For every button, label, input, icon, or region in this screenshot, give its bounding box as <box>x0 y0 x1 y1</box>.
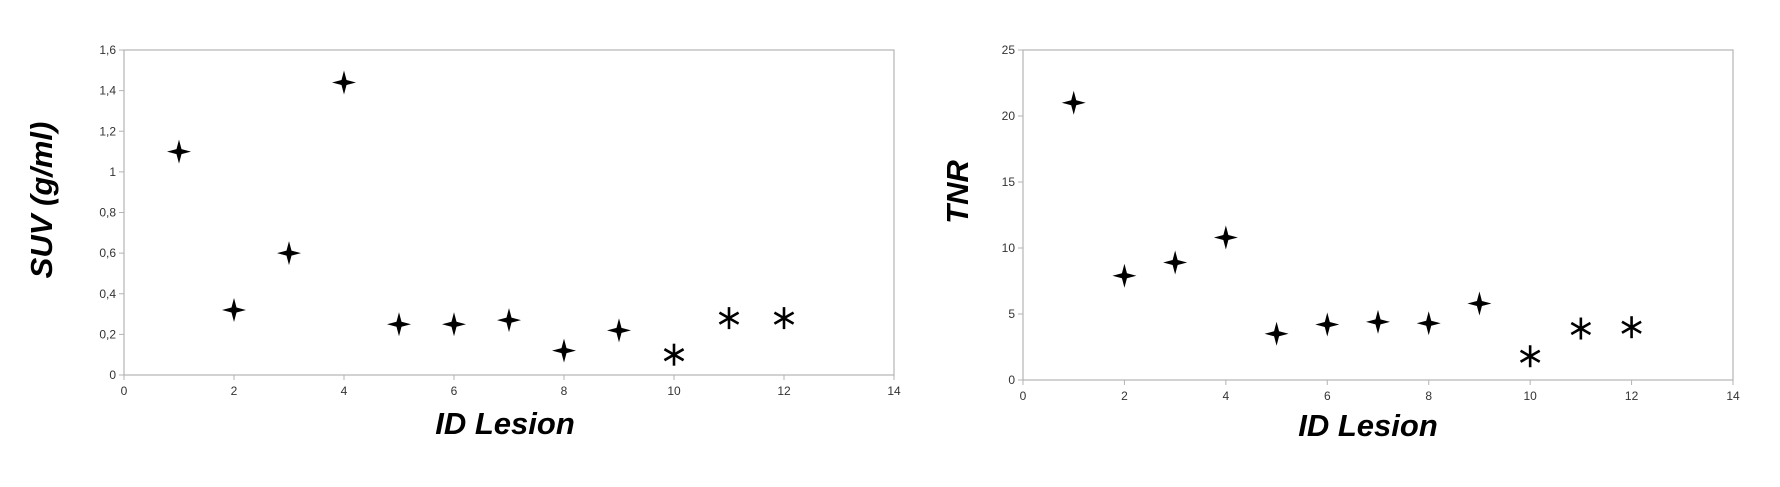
plot-area-frame <box>1022 49 1734 381</box>
data-point-star <box>1467 291 1492 316</box>
y-tick-label: 1,4 <box>99 84 116 98</box>
data-point-star <box>222 298 246 322</box>
data-point-star <box>1061 90 1086 115</box>
data-point-star <box>277 241 301 266</box>
x-tick-label: 14 <box>887 384 901 398</box>
data-point-star <box>1112 263 1137 288</box>
chart-2: 0 5 10 15 20 25 0 2 4 6 8 10 12 14 ID Lesion TNR <box>940 43 1740 443</box>
x-tick-label: 8 <box>1425 389 1432 403</box>
data-point-star <box>1264 321 1289 346</box>
x-tick-label: 14 <box>1726 389 1740 403</box>
data-point-star <box>607 318 631 343</box>
x-tick-label: 6 <box>451 384 458 398</box>
y-tick-label: 0,4 <box>99 287 116 301</box>
y-axis-title: TNR <box>940 160 975 224</box>
y-tick-label: 0 <box>109 368 116 382</box>
data-point-asterisk <box>1519 345 1541 368</box>
y-tick-label: 1,2 <box>99 124 116 138</box>
chart-1: 0 0,2 0,4 0,6 0,8 1 1,2 1,4 1,6 0 2 4 6 8 10 12 14 ID Les… <box>24 43 901 441</box>
x-tick-label: 2 <box>231 384 238 398</box>
data-point-star <box>387 312 411 337</box>
y-tick-label: 10 <box>1002 241 1016 255</box>
x-tick-label: 12 <box>777 384 791 398</box>
data-point-asterisk <box>1570 317 1592 340</box>
data-point-star <box>1213 225 1238 250</box>
y-tick-label: 0,2 <box>99 327 116 341</box>
x-tick-label: 0 <box>121 384 128 398</box>
data-point-star <box>552 338 576 363</box>
data-point-star <box>1366 309 1390 334</box>
x-tick-label: 12 <box>1625 389 1639 403</box>
y-axis-title: SUV (g/ml) <box>24 122 59 279</box>
data-point-asterisk <box>718 307 740 330</box>
x-tick-label: 6 <box>1324 389 1331 403</box>
data-point-asterisk <box>773 307 795 330</box>
data-point-star <box>332 70 356 95</box>
data-point-star <box>1416 311 1441 336</box>
y-tick-label: 1 <box>109 165 116 179</box>
y-tick-label: 25 <box>1002 43 1016 57</box>
y-tick-label: 0 <box>1008 373 1015 387</box>
x-tick-label: 4 <box>1223 389 1230 403</box>
data-point-asterisk <box>663 343 685 366</box>
data-point-star <box>497 308 521 333</box>
x-tick-label: 10 <box>667 384 681 398</box>
data-point-star <box>442 312 466 337</box>
x-tick-label: 0 <box>1020 389 1027 403</box>
x-tick-label: 2 <box>1121 389 1128 403</box>
data-point-star <box>167 139 191 164</box>
x-tick-label: 10 <box>1523 389 1537 403</box>
x-tick-label: 4 <box>341 384 348 398</box>
y-tick-label: 0,6 <box>99 246 116 260</box>
y-tick-label: 1,6 <box>99 43 116 57</box>
x-tick-label: 8 <box>561 384 568 398</box>
data-point-star <box>1163 250 1188 275</box>
data-point-star <box>1315 312 1340 337</box>
data-point-asterisk <box>1621 316 1642 339</box>
y-tick-label: 15 <box>1002 175 1016 189</box>
x-axis-title: ID Lesion <box>435 406 575 441</box>
x-axis-title: ID Lesion <box>1298 408 1438 443</box>
y-tick-label: 20 <box>1002 109 1016 123</box>
y-tick-label: 5 <box>1008 307 1015 321</box>
y-tick-label: 0,8 <box>99 206 116 220</box>
